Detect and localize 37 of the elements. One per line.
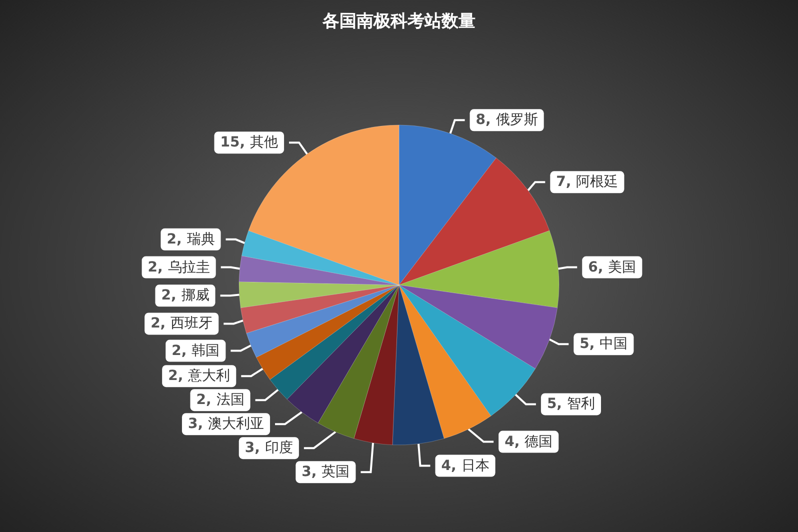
data-label: 2, <box>196 392 212 408</box>
data-label: 4, <box>504 434 520 450</box>
slice-label: 法国 <box>216 392 244 408</box>
data-label: 5, <box>580 336 595 352</box>
slice-label: 德国 <box>524 434 553 450</box>
slice-label: 其他 <box>250 134 278 151</box>
data-label: 2, <box>168 368 184 384</box>
slice-label: 日本 <box>461 458 490 474</box>
slice-label: 智利 <box>567 396 595 412</box>
data-label: 8, <box>476 112 491 128</box>
data-label: 3, <box>188 416 204 432</box>
slice-label: 西班牙 <box>170 316 213 332</box>
data-label: 7, <box>556 174 572 190</box>
data-label: 2, <box>161 288 176 304</box>
data-label: 2, <box>172 342 187 359</box>
slice-label: 韩国 <box>192 342 220 359</box>
data-label: 2, <box>150 316 166 332</box>
data-label: 3, <box>302 464 317 480</box>
data-label: 6, <box>588 259 604 276</box>
slice-label: 中国 <box>600 336 628 352</box>
slice-label: 美国 <box>608 259 636 276</box>
chart-title: 各国南极科考站数量 <box>322 12 476 32</box>
slice-label: 印度 <box>264 440 293 456</box>
slice-label: 俄罗斯 <box>496 112 538 128</box>
slice-label: 英国 <box>322 464 350 480</box>
slice-label: 挪威 <box>181 288 210 304</box>
slice-label: 澳大利亚 <box>208 416 264 432</box>
slice-label: 乌拉圭 <box>168 259 210 276</box>
data-label: 15, <box>220 134 246 151</box>
slice-label: 意大利 <box>187 368 230 384</box>
data-label: 2, <box>166 231 182 248</box>
data-label: 3, <box>244 440 260 456</box>
data-label: 4, <box>441 458 456 474</box>
slice-label: 阿根廷 <box>576 174 618 190</box>
slice-label: 瑞典 <box>186 231 215 248</box>
data-label: 2, <box>148 259 163 276</box>
data-label: 5, <box>546 396 562 412</box>
